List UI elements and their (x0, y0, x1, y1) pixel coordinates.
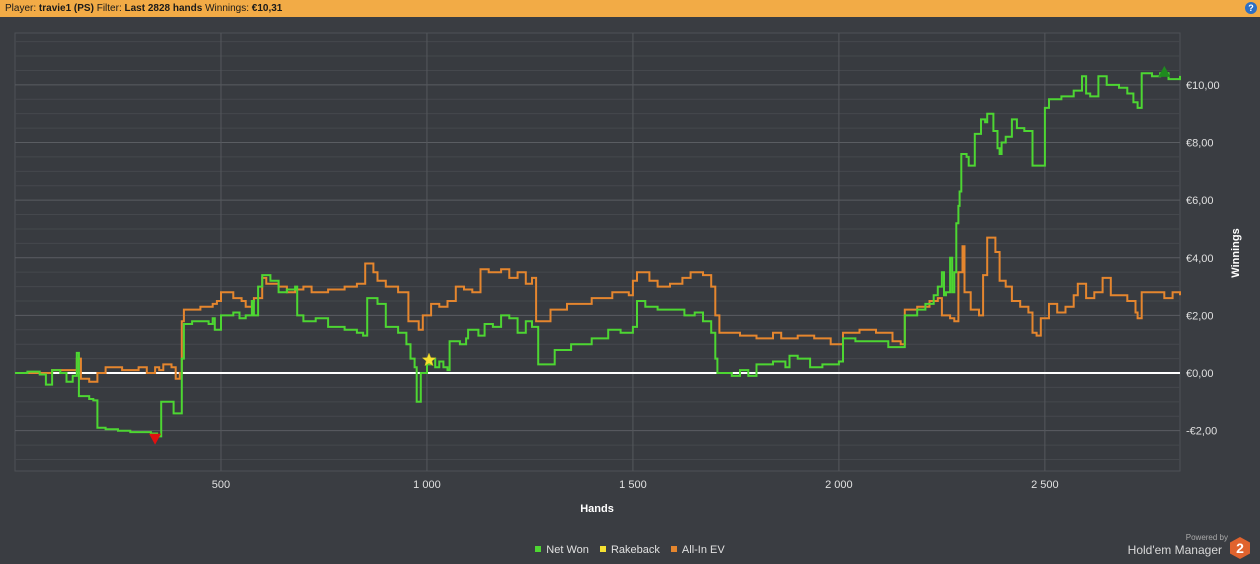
powered-by-text: Powered by (1185, 533, 1228, 542)
legend: Net Won Rakeback All-In EV (0, 544, 1260, 556)
legend-item-net-won[interactable]: Net Won (535, 544, 589, 556)
winnings-label: Winnings: (205, 3, 249, 14)
x-tick-label: 2 500 (1031, 479, 1059, 491)
winnings-value: €10,31 (251, 3, 283, 14)
winnings-chart: 500 1 000 1 500 2 000 2 500 -€2,00 €0,00 €2,00… (14, 32, 1242, 515)
y-tick-label: €2,00 (1186, 310, 1214, 322)
plot-area (14, 32, 1181, 472)
star-marker-icon (421, 352, 437, 367)
x-axis: 500 1 000 1 500 2 000 2 500 (212, 479, 1059, 491)
x-tick-label: 500 (212, 479, 230, 491)
legend-item-allin-ev[interactable]: All-In EV (670, 544, 725, 556)
help-icon[interactable]: ? (1245, 2, 1257, 14)
header-bar: Player: travie1 (PS) Filter: Last 2828 h… (0, 0, 1260, 17)
hem2-logo-icon: 2 (1230, 537, 1250, 559)
legend-item-rakeback[interactable]: Rakeback (599, 544, 660, 556)
y-axis: -€2,00 €0,00 €2,00 €4,00 €6,00 €8,00 €10,00 (1186, 80, 1220, 438)
y-tick-label: -€2,00 (1186, 426, 1217, 438)
player-value: travie1 (PS) (38, 3, 94, 14)
series-line-all-in-ev (15, 236, 1181, 383)
y-tick-label: €8,00 (1186, 138, 1214, 150)
rakeback-swatch (599, 546, 606, 552)
markers-layer (149, 65, 1171, 445)
x-tick-label: 1 000 (413, 479, 441, 491)
max-marker-icon (1158, 65, 1171, 77)
y-tick-label: €0,00 (1186, 368, 1214, 380)
series-line-net-won (15, 72, 1181, 438)
legend-label-net-won: Net Won (546, 544, 589, 556)
series-layer (15, 72, 1181, 438)
legend-label-rakeback: Rakeback (610, 544, 660, 556)
player-label: Player: (5, 3, 37, 14)
product-name: Hold'em Manager (1127, 543, 1222, 557)
y-tick-label: €6,00 (1186, 195, 1214, 207)
grid (15, 33, 1180, 471)
x-tick-label: 1 500 (619, 479, 647, 491)
x-tick-label: 2 000 (825, 479, 853, 491)
x-axis-label: Hands (580, 503, 614, 515)
filter-value[interactable]: Last 2828 hands (124, 3, 203, 14)
filter-label: Filter: (96, 3, 122, 14)
y-tick-label: €10,00 (1186, 80, 1220, 92)
min-marker-icon (149, 433, 162, 445)
legend-label-allin-ev: All-In EV (681, 544, 725, 556)
y-axis-label: Winnings (1230, 228, 1242, 277)
y-tick-label: €4,00 (1186, 253, 1214, 265)
allin-ev-swatch (670, 546, 677, 552)
net-won-swatch (535, 546, 542, 552)
